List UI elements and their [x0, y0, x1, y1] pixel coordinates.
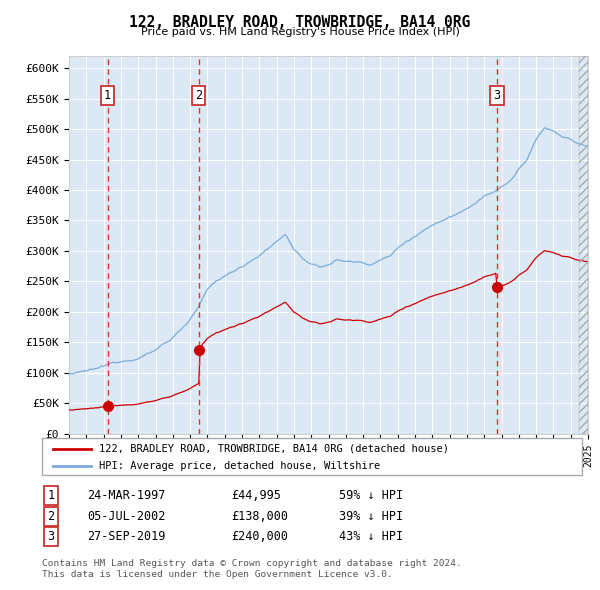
Text: 1: 1	[47, 489, 55, 502]
Text: £240,000: £240,000	[231, 530, 288, 543]
Text: 3: 3	[47, 530, 55, 543]
Text: Price paid vs. HM Land Registry's House Price Index (HPI): Price paid vs. HM Land Registry's House …	[140, 27, 460, 37]
Text: 122, BRADLEY ROAD, TROWBRIDGE, BA14 0RG: 122, BRADLEY ROAD, TROWBRIDGE, BA14 0RG	[130, 15, 470, 30]
Text: HPI: Average price, detached house, Wiltshire: HPI: Average price, detached house, Wilt…	[98, 461, 380, 471]
Text: Contains HM Land Registry data © Crown copyright and database right 2024.
This d: Contains HM Land Registry data © Crown c…	[42, 559, 462, 579]
Text: 1: 1	[104, 89, 111, 102]
Text: 43% ↓ HPI: 43% ↓ HPI	[339, 530, 403, 543]
Text: 3: 3	[493, 89, 500, 102]
Text: 122, BRADLEY ROAD, TROWBRIDGE, BA14 0RG (detached house): 122, BRADLEY ROAD, TROWBRIDGE, BA14 0RG …	[98, 444, 449, 454]
Text: 27-SEP-2019: 27-SEP-2019	[87, 530, 166, 543]
Text: 24-MAR-1997: 24-MAR-1997	[87, 489, 166, 502]
Text: 05-JUL-2002: 05-JUL-2002	[87, 510, 166, 523]
Text: 39% ↓ HPI: 39% ↓ HPI	[339, 510, 403, 523]
Text: £44,995: £44,995	[231, 489, 281, 502]
Text: 2: 2	[196, 89, 202, 102]
Text: £138,000: £138,000	[231, 510, 288, 523]
Text: 2: 2	[47, 510, 55, 523]
Text: 59% ↓ HPI: 59% ↓ HPI	[339, 489, 403, 502]
